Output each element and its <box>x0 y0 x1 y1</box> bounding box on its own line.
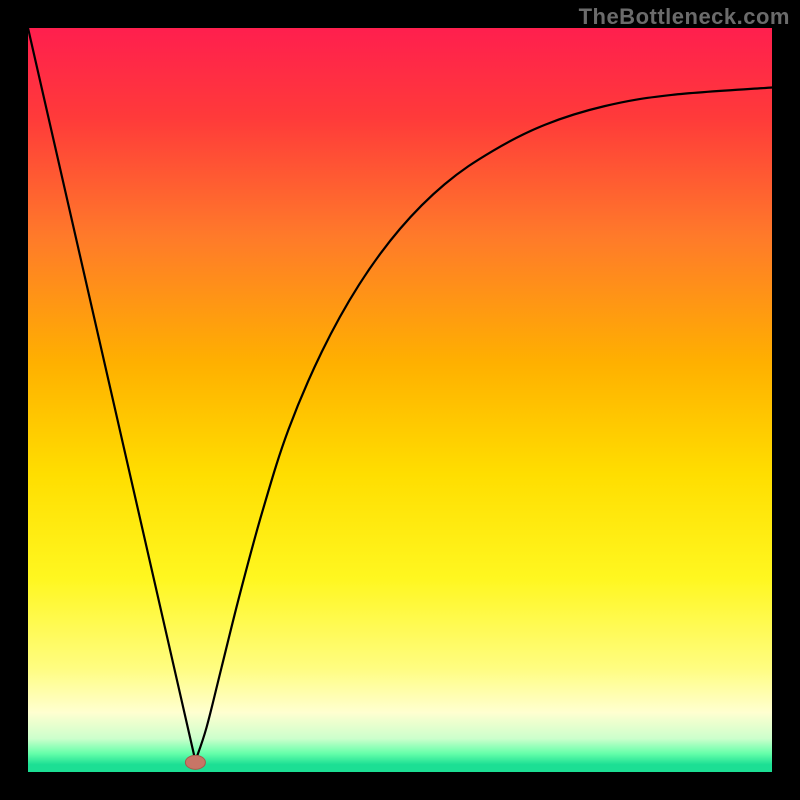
optimal-point-marker <box>185 755 205 769</box>
plot-background <box>28 28 772 772</box>
watermark-text: TheBottleneck.com <box>579 4 790 30</box>
bottleneck-chart <box>0 0 800 800</box>
chart-container: TheBottleneck.com <box>0 0 800 800</box>
